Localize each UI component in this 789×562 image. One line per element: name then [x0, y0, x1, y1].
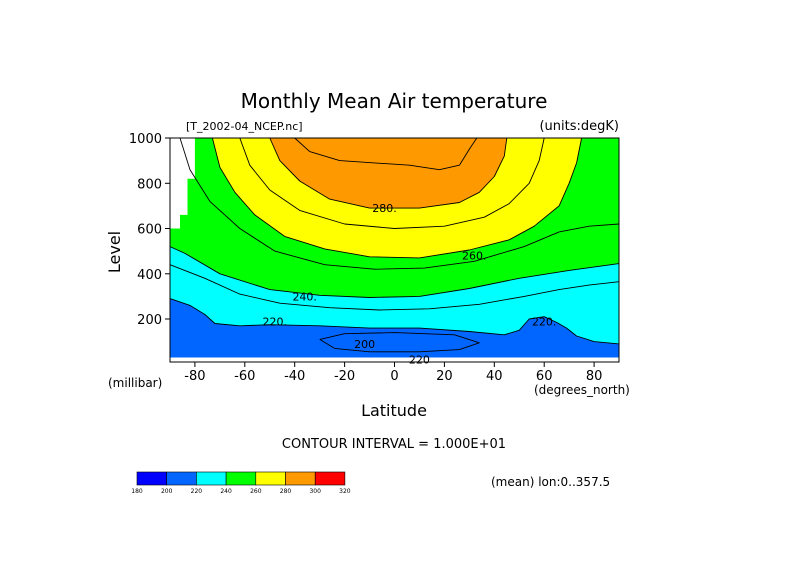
colorbar-level-label: 260: [250, 488, 262, 495]
contour-line-270: [239, 137, 545, 229]
colorbar-swatch: [136, 471, 168, 486]
y-axis-label: Level: [105, 231, 124, 273]
contour-lines: [169, 137, 620, 353]
contour-label-3: 220.: [263, 315, 288, 328]
contour-labels: 220 200 220. 220. 240. 260. 280.: [263, 202, 557, 367]
colorbar: 180 200 220 240 260 280 300 320: [131, 471, 351, 495]
temperature-band-220-240: [170, 246, 619, 344]
contour-line-240: [169, 246, 620, 298]
contour-line-220: [169, 298, 620, 345]
filled-bands: [170, 138, 619, 358]
y-tick-label: 1000: [129, 132, 162, 147]
contour-label-2: 200: [354, 338, 375, 351]
colorbar-swatch: [314, 471, 346, 486]
contour-line-230: [169, 264, 620, 311]
colorbar-level-label: 280: [280, 488, 292, 495]
x-tick-label: 80: [586, 369, 603, 384]
units-label: (units:degK): [539, 119, 619, 134]
y-axis: 200 400 600 800 1000: [129, 132, 170, 328]
temperature-band-210-220: [170, 298, 619, 358]
x-axis-label: Latitude: [361, 401, 427, 420]
plot-area: 220 200 220. 220. 240. 260. 280.: [169, 137, 620, 367]
missing-data-regions: [170, 138, 195, 229]
colorbar-level-label: 220: [191, 488, 203, 495]
colorbar-swatch: [225, 471, 257, 486]
x-tick-label: -60: [234, 369, 255, 384]
colorbar-swatch: [166, 471, 197, 486]
contour-label-5: 240.: [292, 290, 317, 303]
chart-title: Monthly Mean Air temperature: [241, 89, 548, 113]
x-tick-label: -80: [184, 369, 205, 384]
x-tick-label: 0: [390, 369, 398, 384]
x-tick-label: 60: [536, 369, 553, 384]
colorbar-swatch: [285, 471, 316, 486]
y-unit-label: (millibar): [108, 376, 162, 390]
contour-line-280: [269, 137, 508, 209]
contour-line-250: [179, 137, 620, 270]
x-tick-label: 20: [436, 369, 453, 384]
y-tick-label: 600: [137, 223, 162, 238]
colorbar-level-label: 240: [220, 488, 232, 495]
colorbar-level-label: 300: [309, 488, 321, 495]
colorbar-level-label: 320: [339, 488, 351, 495]
contour-label-1: 220: [409, 354, 430, 367]
y-tick-label: 800: [137, 177, 162, 192]
missing-region-1: [170, 138, 195, 229]
colorbar-level-label: 200: [161, 488, 173, 495]
colorbar-swatch: [255, 471, 286, 486]
x-tick-label: 40: [486, 369, 503, 384]
file-label: [T_2002-04_NCEP.nc]: [186, 120, 303, 133]
colorbar-swatch: [196, 471, 227, 486]
contour-line-260: [211, 137, 583, 259]
contour-line-210: [319, 332, 480, 353]
contour-label-7: 280.: [372, 202, 397, 215]
y-tick-label: 400: [137, 268, 162, 283]
x-unit-label: (degrees_north): [534, 383, 630, 397]
averaging-note: (mean) lon:0..357.5: [491, 475, 610, 489]
x-tick-label: -20: [334, 369, 355, 384]
x-axis: -80 -60 -40 -20 0 20 40 60 80: [184, 362, 602, 384]
temperature-band-280-300: [269, 138, 507, 209]
contour-label-6: 260.: [462, 250, 487, 263]
y-tick-label: 200: [137, 313, 162, 328]
colorbar-level-label: 180: [131, 488, 143, 495]
contour-interval-text: CONTOUR INTERVAL = 1.000E+01: [282, 437, 506, 452]
x-tick-label: -40: [284, 369, 305, 384]
contour-line-290: [294, 137, 478, 171]
contour-label-4: 220.: [532, 315, 557, 328]
